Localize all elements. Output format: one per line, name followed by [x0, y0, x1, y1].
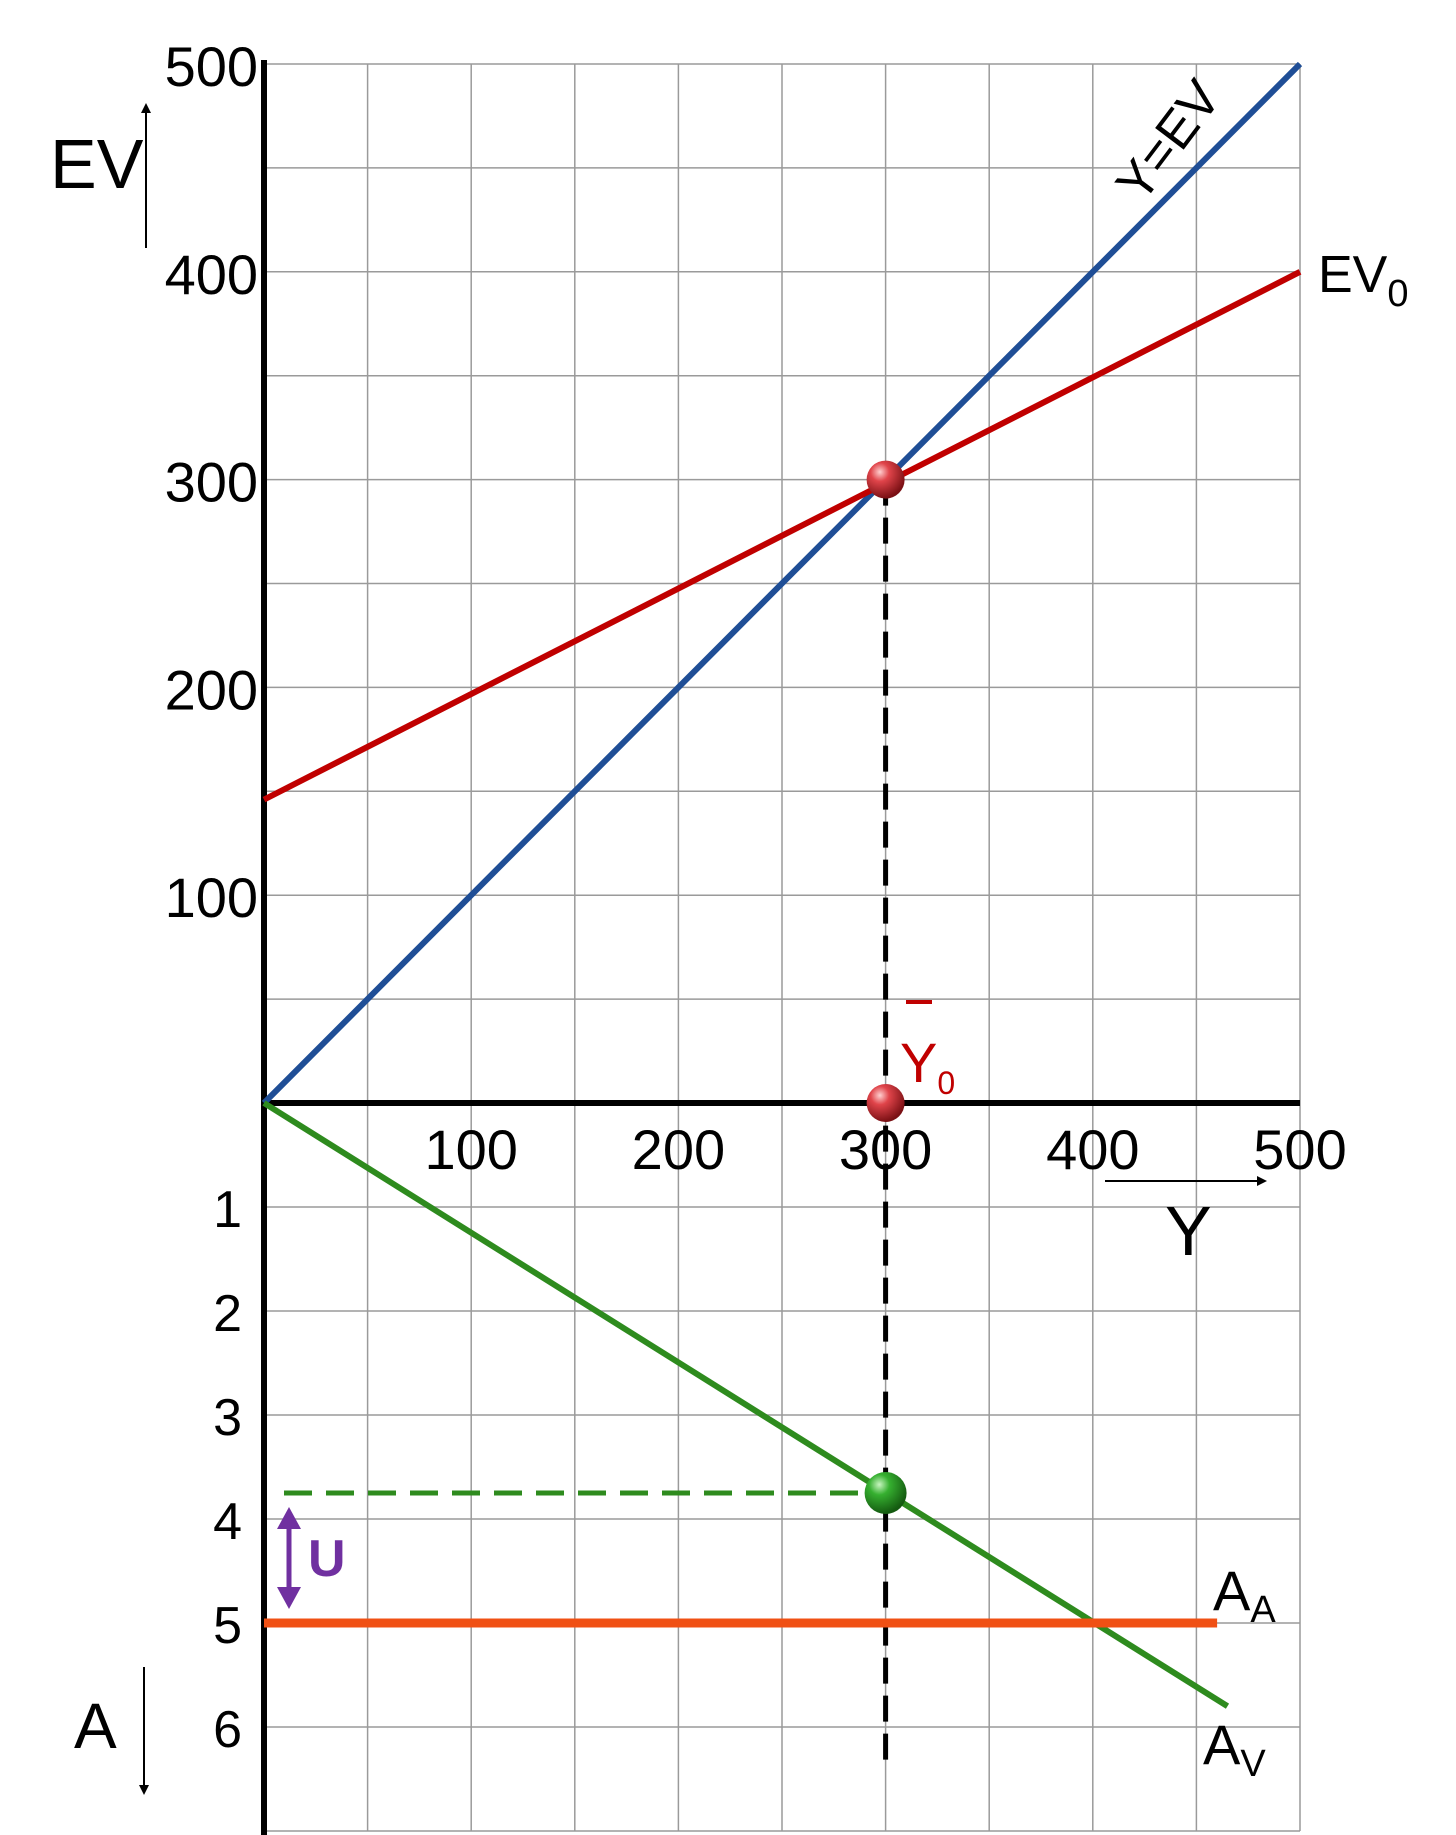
bottom-axis-label-a: A: [74, 1690, 117, 1762]
points-layer: [864, 460, 907, 1514]
aa-main: A: [1213, 1559, 1251, 1622]
a-tick-label: 1: [213, 1181, 242, 1239]
x-axis-label-y: Y: [1165, 1192, 1212, 1270]
a-tick-label: 2: [213, 1285, 242, 1343]
ybar-sub: 0: [937, 1065, 955, 1101]
a-tick-label: 3: [213, 1389, 242, 1447]
series-label-ev0: EV0: [1318, 246, 1409, 315]
svg-text:Y0: Y0: [900, 1031, 955, 1101]
equilibrium-y0-label: Y0: [900, 1000, 955, 1101]
aa-sub: A: [1250, 1589, 1276, 1631]
a-tick-label: 5: [213, 1597, 242, 1655]
x-tick-label: 200: [632, 1118, 725, 1181]
y-tick-label: 200: [165, 658, 258, 721]
av-point: [864, 1472, 907, 1514]
series-label-y-ev: Y=EV: [1105, 70, 1232, 213]
equilibrium-income-point: [866, 1084, 905, 1122]
x-tick-label: 100: [424, 1118, 517, 1181]
grid: [263, 63, 1301, 1832]
ev0-main: EV: [1318, 246, 1388, 304]
a-tick-label: 6: [213, 1701, 242, 1759]
series-line-y-equals-ev: [261, 61, 1303, 1106]
series-line-ev0: [262, 269, 1302, 803]
x-tick-label: 500: [1253, 1118, 1346, 1181]
series-label-aa: AA: [1213, 1559, 1276, 1631]
series-label-av: AV: [1203, 1713, 1266, 1785]
y-tick-label: 300: [165, 451, 258, 514]
tick-labels: 100 200 300 400 500 100 200 300 400 500 1 2 3 4 5 6: [165, 35, 1347, 1759]
ybar-main: Y: [900, 1031, 937, 1094]
series-line-av: [262, 1100, 1230, 1709]
a-tick-label: 4: [213, 1493, 242, 1551]
y-axis-label-ev: EV: [50, 125, 144, 203]
av-main: A: [1203, 1713, 1241, 1776]
u-gap-label: U: [308, 1530, 346, 1588]
x-tick-label: 300: [839, 1118, 932, 1181]
av-sub: V: [1240, 1743, 1266, 1785]
u-arrow-head-down: [277, 1587, 301, 1609]
u-arrow-head-up: [277, 1507, 301, 1529]
equilibrium-point: [866, 460, 905, 499]
x-tick-label: 400: [1046, 1118, 1139, 1181]
y-tick-label: 500: [165, 35, 258, 98]
series-layer: [261, 61, 1303, 1709]
y-tick-label: 100: [165, 866, 258, 929]
y-tick-label: 400: [165, 243, 258, 306]
ev0-sub: 0: [1387, 273, 1408, 315]
